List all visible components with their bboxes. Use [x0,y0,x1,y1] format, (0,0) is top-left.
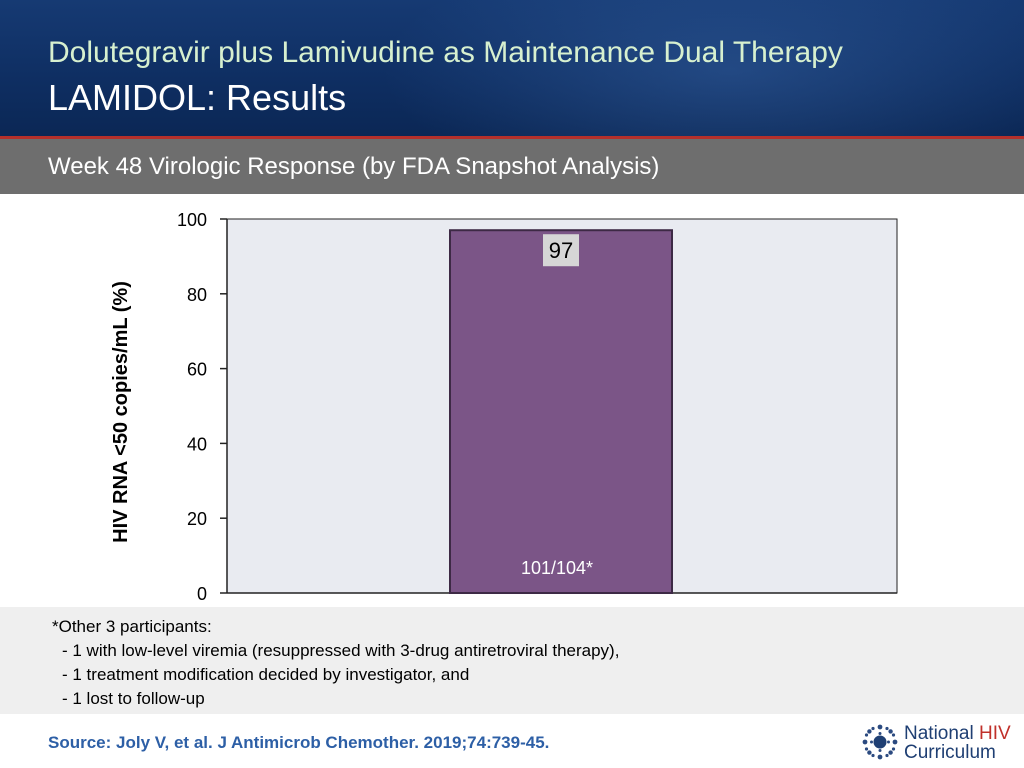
footnote-line: - 1 with low-level viremia (resuppressed… [62,641,620,660]
subtitle-bar: Week 48 Virologic Response (by FDA Snaps… [0,139,1024,194]
y-axis-label: HIV RNA <50 copies/mL (%) [110,281,132,543]
y-tick-label: 40 [187,434,207,454]
sunburst-logo-icon [862,724,898,760]
y-tick-label: 100 [177,210,207,230]
footnote-box: *Other 3 participants: - 1 with low-leve… [0,607,1024,714]
data-label: 97 [549,238,573,263]
data-label-background [543,234,579,267]
logo-word-hiv: HIV [979,723,1011,744]
bar-annotation: 101/104* [521,558,593,578]
y-tick-label: 0 [197,584,207,604]
slide-header: Dolutegravir plus Lamivudine as Maintena… [0,0,1024,136]
logo-word-national: National [904,723,974,744]
slide-title-line2: LAMIDOL: Results [48,77,347,118]
slide-subtitle: Week 48 Virologic Response (by FDA Snaps… [48,153,660,180]
bar [449,229,673,594]
source-citation: Source: Joly V, et al. J Antimicrob Chem… [48,733,550,752]
y-tick-label: 20 [187,509,207,529]
logo-word-curriculum: Curriculum [904,742,996,763]
header-divider [0,136,1024,139]
footnote-line: - 1 treatment modification decided by in… [62,665,470,684]
national-hiv-curriculum-logo[interactable]: National HIV Curriculum [862,722,1022,766]
footnote-line: - 1 lost to follow-up [62,689,205,708]
footnote-line: *Other 3 participants: [52,617,212,636]
y-tick-label: 80 [187,285,207,305]
slide-title-line1: Dolutegravir plus Lamivudine as Maintena… [48,36,843,69]
y-axis: 0 20 40 60 80 100 [177,210,897,604]
bars: 97 101/104* [449,229,673,594]
bar-chart: 0 20 40 60 80 100 97 101/104* HIV RNA <50 copi… [110,210,898,604]
y-tick-label: 60 [187,360,207,380]
logo-text-line1: National HIV [904,724,1011,744]
header-glow [380,0,1024,136]
